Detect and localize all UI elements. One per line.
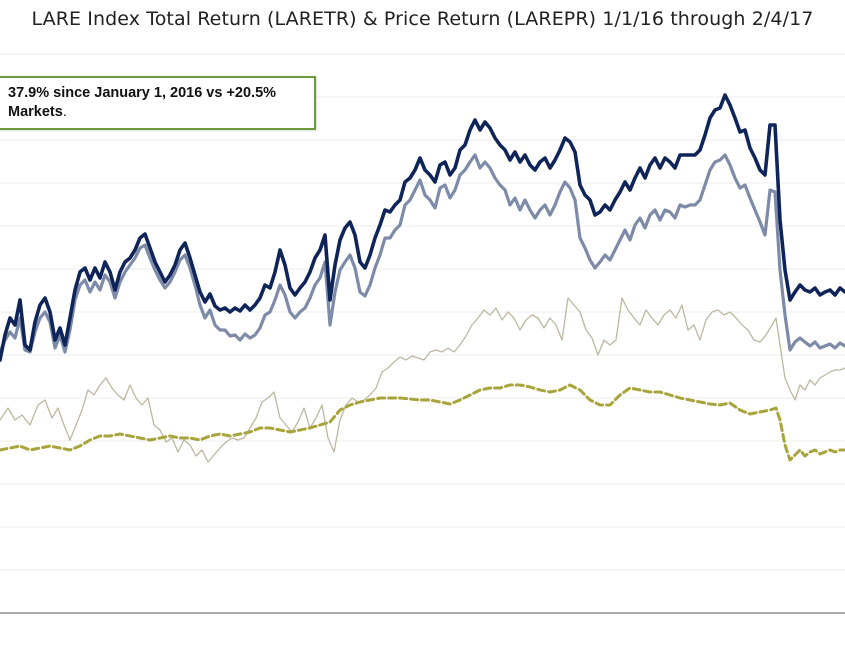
annotation-line-2-tail: . <box>62 104 67 120</box>
annotation-line-2-text: Markets <box>8 104 63 120</box>
annotation-box: 37.9% since January 1, 2016 vs +20.5% Ma… <box>0 76 316 130</box>
annotation-line-1: 37.9% since January 1, 2016 vs +20.5% <box>8 85 277 101</box>
series-line-price-return <box>0 153 845 354</box>
annotation-line-2: Markets. <box>8 103 314 122</box>
chart-title: LARE Index Total Return (LARETR) & Price… <box>31 8 814 30</box>
series-layer <box>0 93 845 463</box>
series-line-market-total <box>0 297 845 463</box>
series-line-market-price <box>0 383 845 462</box>
gridlines <box>0 53 845 571</box>
series-line-total-return <box>0 93 845 362</box>
